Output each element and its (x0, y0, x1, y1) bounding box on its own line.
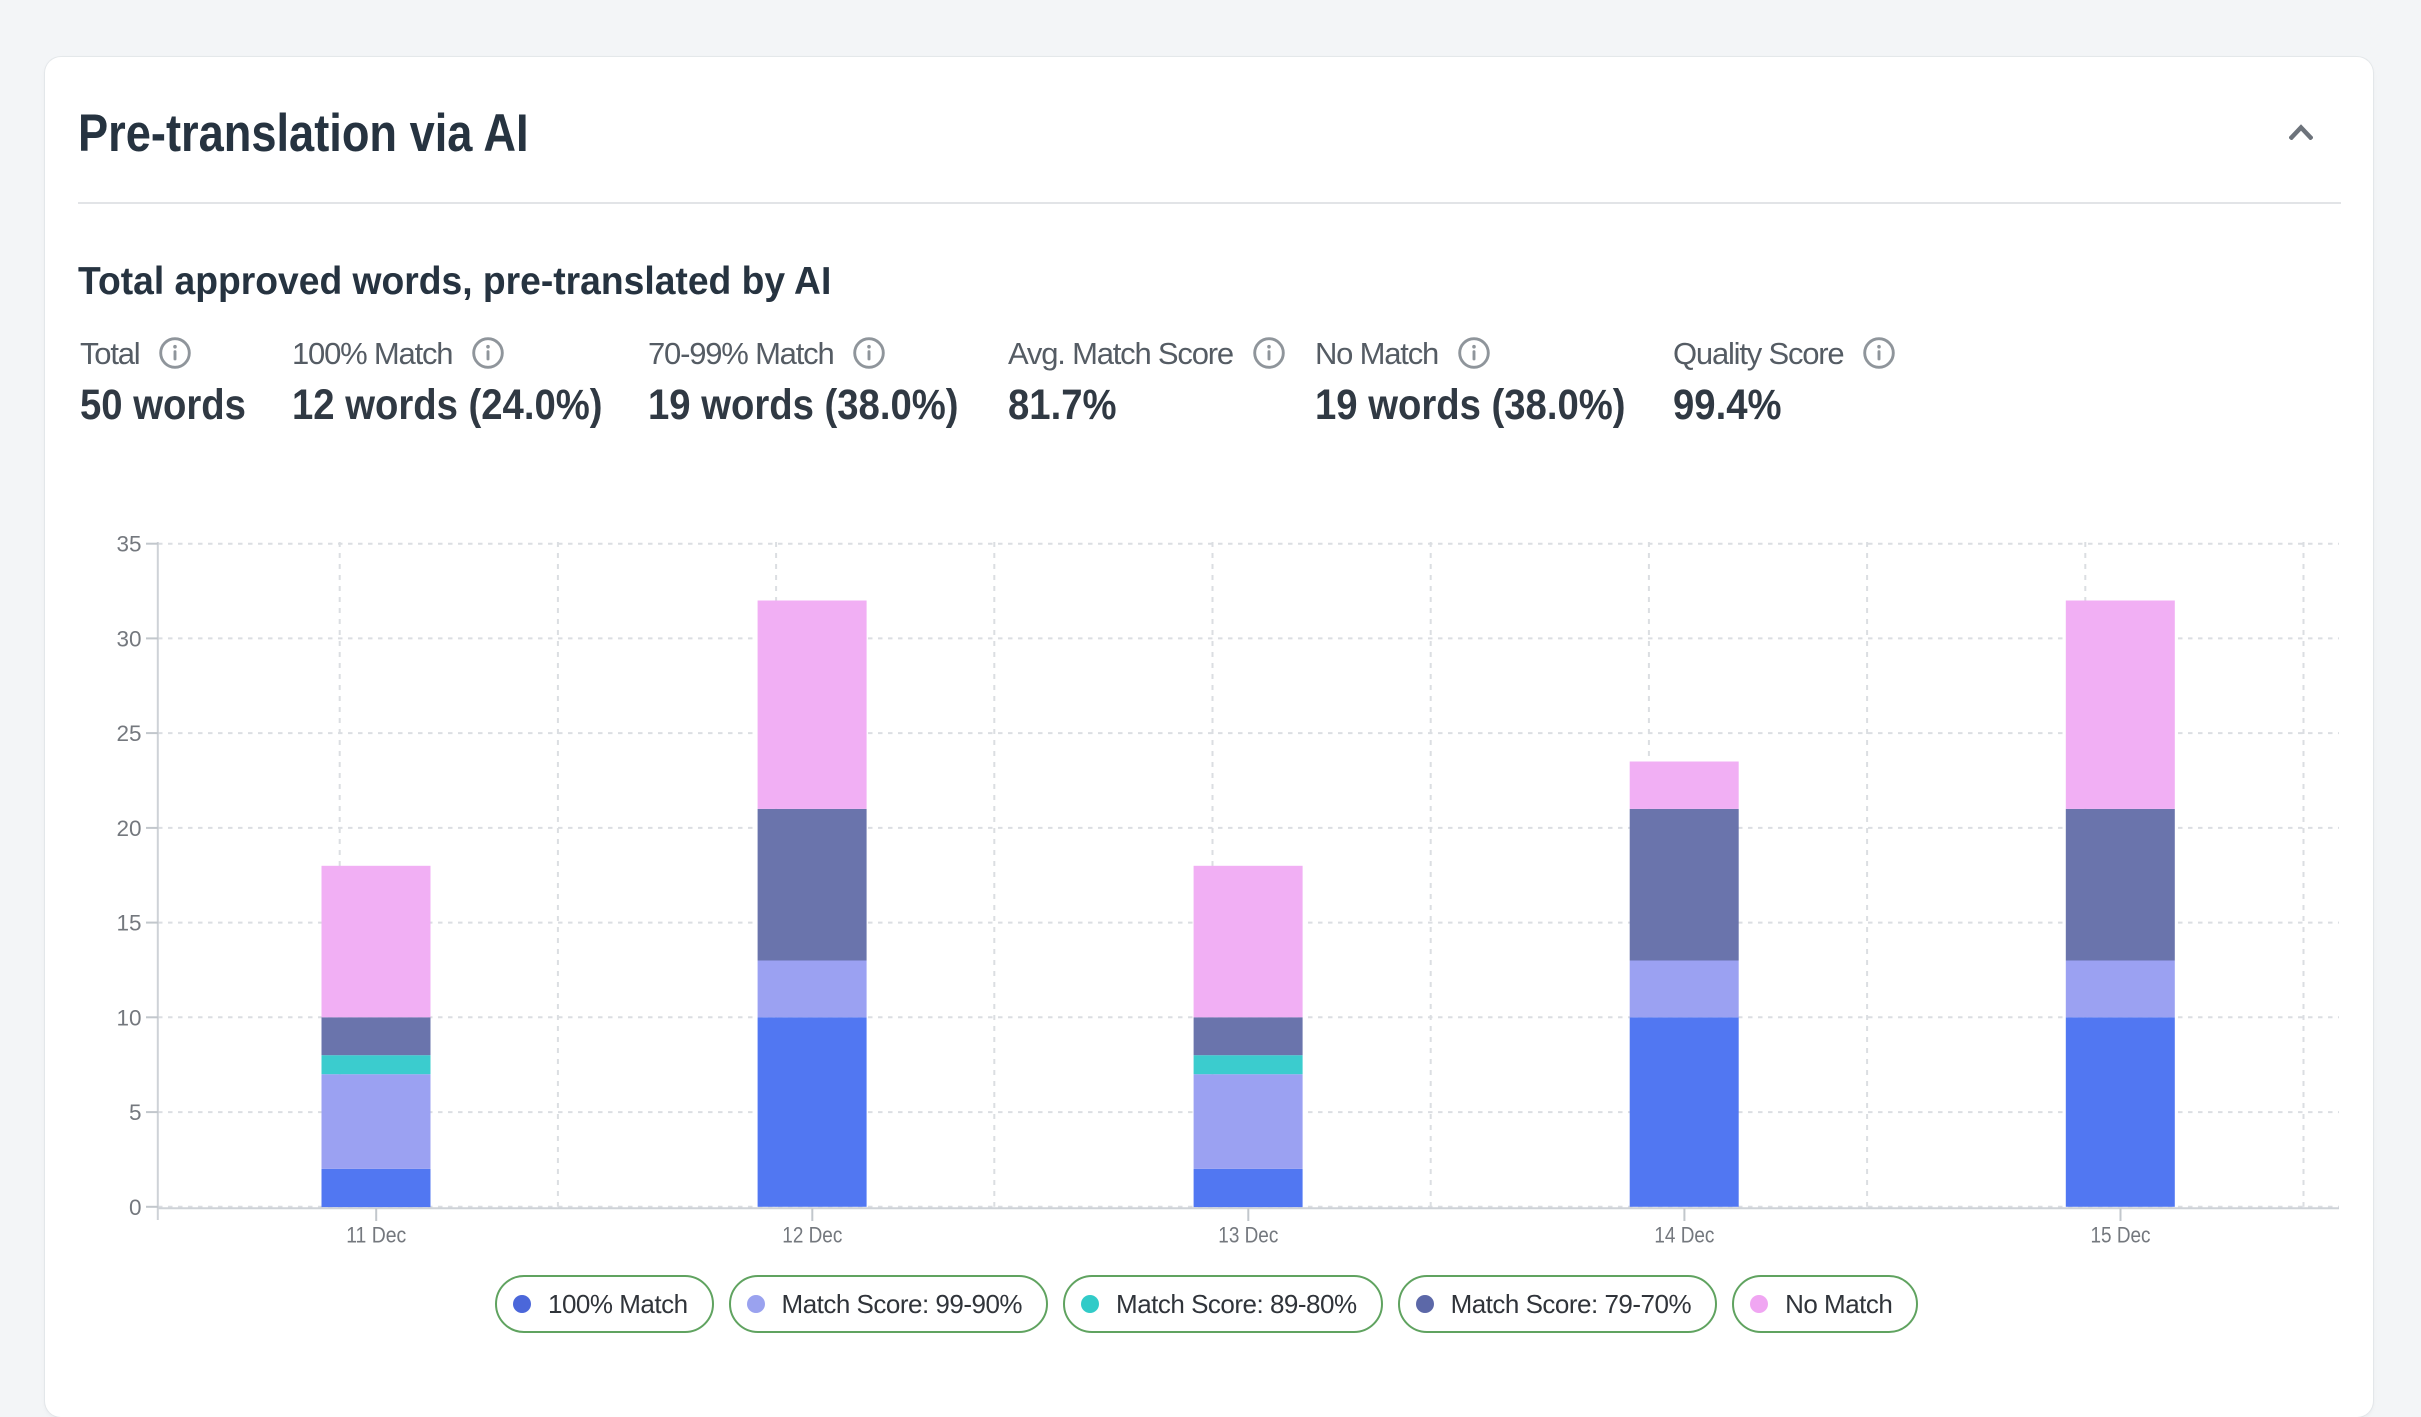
svg-text:13 Dec: 13 Dec (1218, 1223, 1278, 1248)
svg-text:14 Dec: 14 Dec (1654, 1223, 1714, 1248)
svg-text:15: 15 (116, 911, 141, 936)
svg-text:5: 5 (129, 1100, 142, 1125)
svg-text:0: 0 (129, 1195, 142, 1220)
svg-text:12 Dec: 12 Dec (782, 1223, 842, 1248)
svg-text:20: 20 (116, 816, 141, 841)
svg-text:10: 10 (116, 1005, 141, 1030)
svg-text:25: 25 (116, 721, 141, 746)
svg-text:30: 30 (116, 626, 141, 651)
svg-text:35: 35 (116, 532, 141, 557)
svg-text:11 Dec: 11 Dec (346, 1223, 406, 1248)
svg-text:15 Dec: 15 Dec (2091, 1223, 2151, 1248)
